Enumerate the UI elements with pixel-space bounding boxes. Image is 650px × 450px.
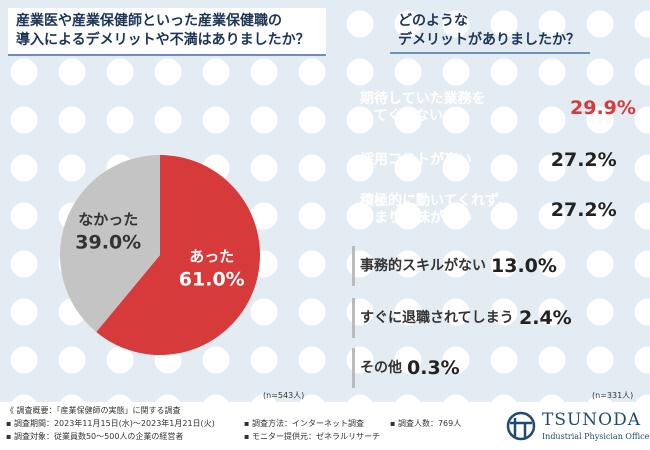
bar-value: 13.0% [491,255,557,277]
slice-value: 61.0% [179,269,245,291]
bar-value: 29.9% [570,97,636,119]
bar-note: (n=331人) [592,391,634,400]
logo-sub: Industrial Physician Office [542,432,650,441]
pie-chart: あった 61.0% なかった 39.0% [59,154,260,355]
pie-slice [96,155,260,355]
summary-text: 調査概要：「産業保健師の実態」に関する調査 [16,406,181,415]
slice-label: あった [189,248,234,266]
footer-item: ▪ 調査方法：インターネット調査 [244,419,364,428]
footer-item: ▪ 調査期間：2023年11月15日(水)～2023年1月21日(火) [6,419,215,428]
footer-item-text: モニター提供元：ゼネラルリサーチ [251,432,380,441]
bar-label: 期待していた業務を してくれない [360,91,486,124]
pie-note: (n=543人) [263,391,305,400]
footer-item-text: 調査人数：769人 [397,419,462,428]
footer-item-text: 調査対象：従業員数50～500人の企業の経営者 [13,432,184,441]
summary: 《 調査概要：「産業保健師の実態」に関する調査 [6,406,181,415]
footer-item: ▪ 調査人数：769人 [390,419,462,428]
slice-value: 39.0% [75,231,141,253]
logo-icon [506,411,536,441]
bar-label: 積極的に動いてくれず、 あまり意味がない [360,193,513,226]
bar-value: 27.2% [550,149,617,171]
pie-title: 産業医や産業保健師といった産業保健職の 導入によるデメリットや不満はありましたか… [8,8,326,56]
pie-slice [59,154,161,333]
bar-title: どのような デメリットがありましたか？ [398,13,580,48]
footer-item: ▪ 調査対象：従業員数50～500人の企業の経営者 [6,432,184,441]
footer-item: ▪ モニター提供元：ゼネラルリサーチ [244,432,380,441]
slice-label: なかった [78,210,138,228]
bar-value: 0.3% [407,357,460,379]
footer-item-text: 調査期間：2023年11月15日(水)～2023年1月21日(火) [13,419,215,428]
bar-label: その他 [360,359,402,376]
bar-label: 採用コストが高い [360,151,472,168]
bar-chart: 期待していた業務を してくれない 29.9% 採用コストが高い 27.2% 積極的に動い… [352,91,636,388]
bar-label: すぐに退職されてしまう [360,309,514,326]
bar-label: 事務的スキルがない [360,257,486,274]
title-rule [390,52,590,54]
bar-value: 27.2% [550,199,617,221]
bar-edge [352,298,355,338]
bar-value: 2.4% [519,307,572,329]
bar-edge [352,348,355,388]
bar-edge [352,246,355,286]
footer: 《 調査概要：「産業保健師の実態」に関する調査 ▪ 調査期間：2023年11月1… [0,402,650,450]
logo: TSUNODA [542,410,642,430]
footer-item-text: 調査方法：インターネット調査 [251,419,364,428]
